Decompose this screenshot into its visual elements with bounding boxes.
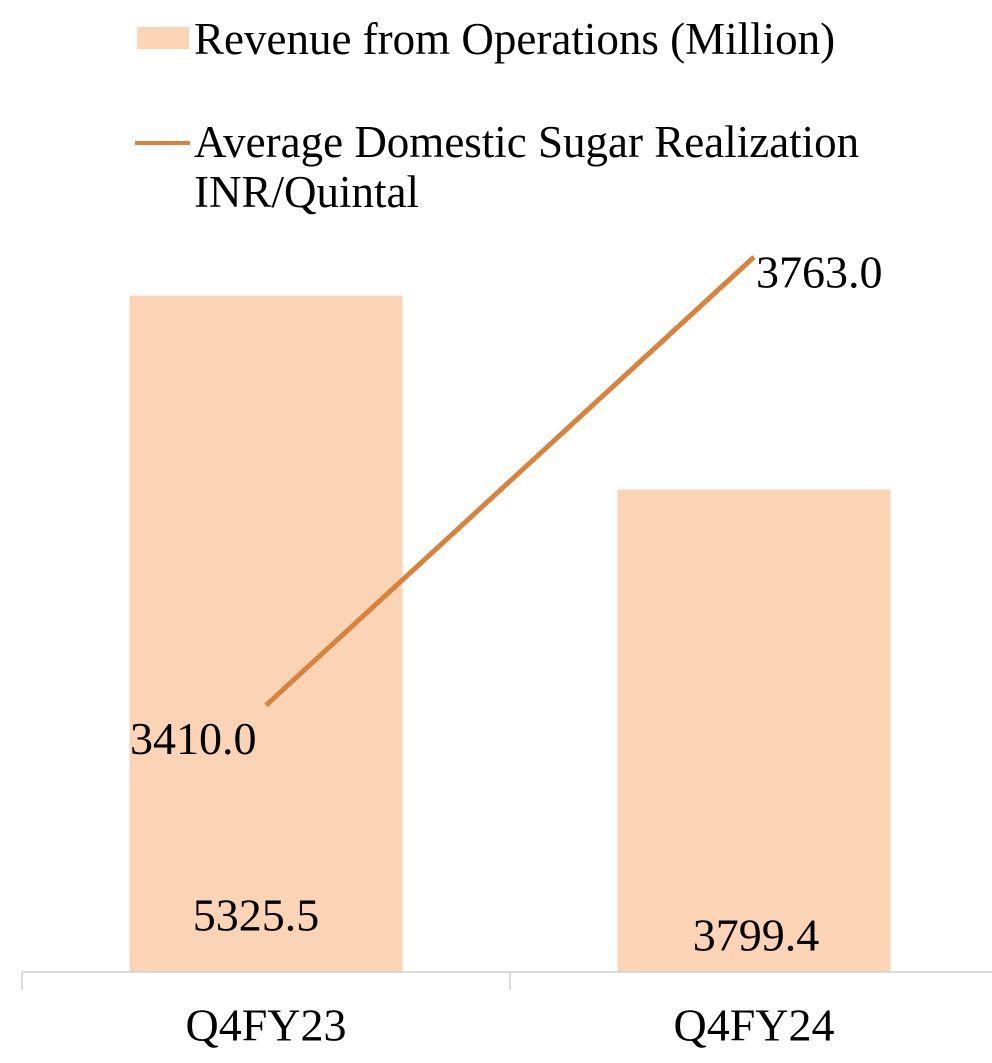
legend-swatch [135, 141, 190, 145]
x-tick-label: Q4FY23 [185, 1000, 346, 1051]
line-value-label: 3410.0 [130, 713, 257, 764]
bar-value-label: 5325.5 [193, 890, 320, 941]
line [264, 255, 756, 708]
bar [129, 295, 403, 972]
legend-item: Revenue from Operations (Million) [137, 14, 987, 64]
legend-swatch [137, 27, 189, 49]
legend-label: Revenue from Operations (Million) [194, 14, 836, 64]
x-tick-label: Q4FY24 [673, 1000, 834, 1051]
line-value-label: 3763.0 [756, 247, 883, 298]
legend-item: Average Domestic Sugar Realization INR/Q… [135, 117, 985, 217]
bar [617, 489, 891, 972]
legend-label: Average Domestic Sugar Realization INR/Q… [194, 117, 860, 217]
bar-value-label: 3799.4 [693, 910, 820, 961]
